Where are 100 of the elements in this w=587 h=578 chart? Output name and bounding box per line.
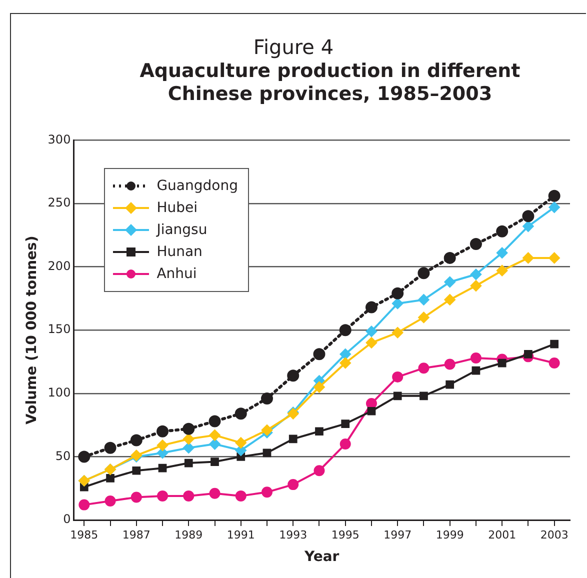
point (446, 380, 454, 389)
point (209, 438, 220, 450)
point (340, 348, 351, 360)
point (444, 276, 456, 288)
point (524, 350, 532, 358)
x-tick-label: 1993 (279, 528, 308, 542)
legend-label: Hubei (156, 200, 198, 216)
x-tick-label: 1985 (70, 528, 98, 542)
point (184, 458, 193, 468)
point (157, 440, 168, 451)
point (209, 430, 220, 441)
x-axis-title: Year (304, 549, 340, 566)
point (522, 220, 534, 232)
point (418, 267, 430, 280)
x-tick-label: 1997 (384, 528, 412, 542)
point (104, 496, 116, 507)
chart-subtitle: Figure 4 (252, 35, 335, 59)
x-tick-label: 1995 (331, 528, 360, 542)
point (339, 324, 352, 336)
point (548, 252, 560, 264)
point (288, 479, 299, 490)
point (315, 427, 324, 436)
point (470, 352, 482, 364)
chart-title: Aquaculture production in different Chinese provinces, 1985–2003 (138, 60, 522, 106)
point (470, 238, 482, 250)
y-tick-label: 100 (48, 386, 71, 400)
point (132, 466, 141, 475)
point (496, 247, 508, 258)
point (287, 370, 300, 382)
point (366, 326, 377, 337)
point (262, 448, 272, 458)
point (548, 190, 560, 202)
x-tick-label: 1987 (122, 528, 150, 542)
y-tick-label: 200 (48, 258, 71, 273)
point (234, 408, 247, 420)
point (210, 458, 219, 466)
point (104, 442, 116, 454)
point (548, 358, 560, 369)
point (392, 298, 404, 310)
point (235, 490, 246, 502)
point (158, 464, 167, 472)
y-tick-label: 300 (48, 132, 71, 146)
point (522, 252, 534, 264)
point (106, 474, 114, 482)
point (340, 358, 351, 369)
point (288, 434, 298, 444)
point (130, 492, 142, 503)
point (418, 294, 430, 306)
point (444, 252, 456, 264)
point (470, 280, 482, 292)
y-axis-title: Volume (10 000 tonnes) (24, 236, 40, 424)
y-tick-label: 0 (63, 512, 71, 526)
point (262, 486, 272, 498)
point (365, 301, 378, 314)
point (444, 358, 456, 370)
point (366, 337, 377, 348)
point (182, 422, 195, 435)
point (78, 450, 90, 463)
y-tick-label: 250 (48, 196, 71, 210)
point (262, 424, 272, 436)
point (183, 433, 194, 444)
x-tick-label: 1999 (436, 528, 464, 542)
point (367, 406, 376, 416)
point (314, 465, 325, 476)
point (418, 362, 430, 374)
point (420, 392, 428, 400)
point (314, 382, 325, 393)
point (550, 340, 559, 348)
point (470, 268, 482, 280)
point (78, 499, 90, 510)
x-tick-label: 1991 (226, 528, 255, 542)
point (392, 327, 404, 338)
legend-label: Hunan (156, 244, 202, 260)
point (522, 210, 534, 222)
y-tick-label: 50 (55, 448, 71, 463)
point (548, 202, 560, 213)
point (235, 437, 246, 448)
x-tick-label: 1989 (174, 528, 203, 542)
point (261, 392, 273, 404)
point (156, 425, 169, 438)
y-tick-label: 150 (48, 322, 71, 336)
point (208, 415, 221, 428)
point (157, 490, 168, 502)
point (340, 438, 351, 450)
point (498, 358, 506, 368)
point (496, 265, 508, 276)
point (313, 348, 326, 360)
point (209, 488, 220, 499)
point (393, 392, 402, 400)
x-tick-label: 2003 (540, 528, 568, 542)
legend-label: Guangdong (156, 178, 238, 194)
point (392, 287, 404, 300)
point (130, 434, 142, 446)
point (418, 312, 430, 323)
point (444, 294, 456, 306)
point (496, 225, 508, 238)
legend-label: Anhui (156, 266, 197, 282)
point (472, 366, 480, 375)
point (183, 490, 194, 502)
legend-label: Jiangsu (156, 222, 208, 238)
